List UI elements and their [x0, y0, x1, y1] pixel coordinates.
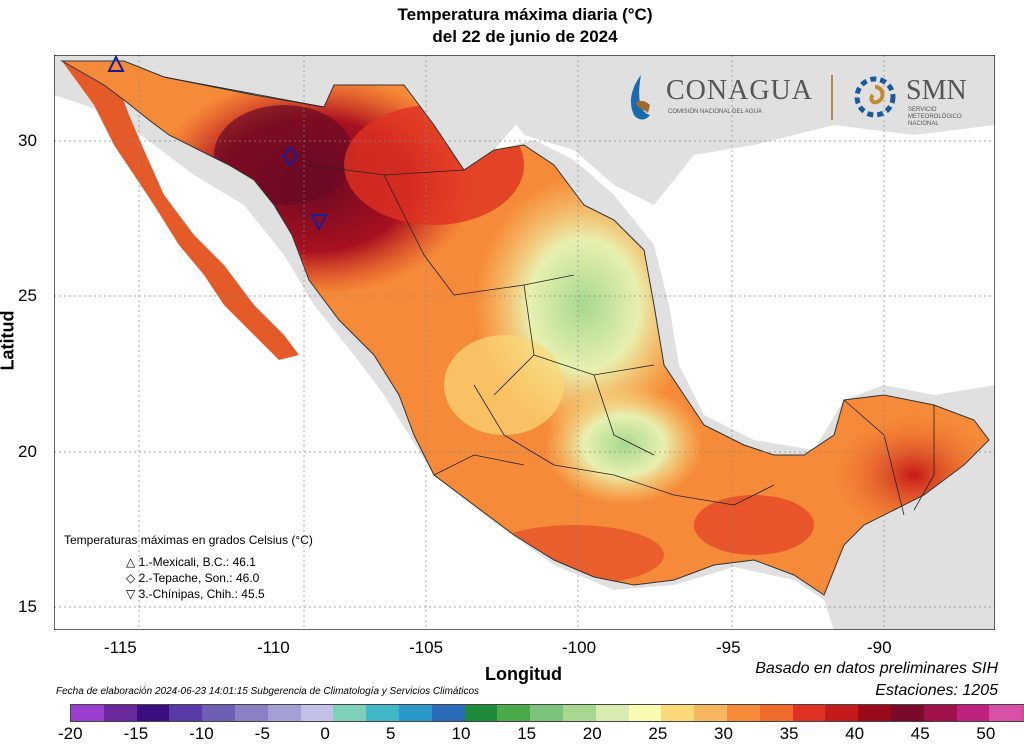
conagua-name: CONAGUA: [666, 75, 813, 106]
y-tick-25: 25: [18, 286, 37, 305]
legend-item-2: ◇ 2.-Tepache, Son.: 46.0: [126, 571, 260, 585]
color-swatch: [1022, 705, 1024, 721]
legend-title: Temperaturas máximas en grados Celsius (…: [64, 533, 313, 547]
map-panel: CONAGUA COMISIÓN NACIONAL DEL AGUA SMN S…: [53, 54, 996, 631]
color-scale-label: 25: [648, 724, 668, 743]
station-legend: Temperaturas máximas en grados Celsius (…: [64, 533, 313, 601]
state-boundaries: [163, 76, 935, 516]
color-scale-label: -15: [123, 724, 149, 743]
color-scale-label: 0: [320, 724, 330, 743]
diamond-icon: ◇: [126, 571, 136, 585]
color-swatch: [530, 705, 563, 721]
color-scale-label: 40: [845, 724, 865, 743]
color-swatch: [726, 705, 760, 721]
x-tick-105: -105: [409, 638, 444, 657]
color-swatch: [202, 705, 235, 721]
color-swatch: [661, 705, 695, 721]
color-swatch: [923, 705, 957, 721]
marker-tepache: [281, 145, 299, 167]
agency-logos: CONAGUA COMISIÓN NACIONAL DEL AGUA SMN S…: [626, 69, 986, 129]
x-tick-90: -90: [867, 638, 892, 657]
color-scale-label: 35: [779, 724, 799, 743]
color-scale-label: 50: [976, 724, 996, 743]
marker-mexicali: [107, 54, 125, 72]
x-tick-100: -100: [562, 638, 597, 657]
color-scale-label: 5: [386, 724, 396, 743]
basis-note: Basado en datos preliminares SIH: [755, 660, 998, 677]
y-tick-30: 30: [18, 131, 37, 150]
color-swatch: [333, 705, 367, 721]
color-swatch: [366, 705, 399, 721]
color-swatch: [956, 705, 990, 721]
color-swatch: [825, 705, 859, 721]
stations-count: Estaciones: 1205: [875, 682, 998, 699]
legend-item-1: △ 1.-Mexicali, B.C.: 46.1: [126, 555, 256, 569]
color-scale-label: 10: [451, 724, 471, 743]
x-tick-115: -115: [104, 638, 137, 657]
conagua-logo-icon: [630, 75, 650, 120]
color-swatch: [136, 705, 170, 721]
color-swatch: [267, 705, 301, 721]
smn-logo-icon: [854, 76, 896, 118]
marker-chinipas: [310, 214, 328, 232]
triangle-down-icon: ▽: [126, 587, 136, 601]
color-swatch: [989, 705, 1023, 721]
title-line-2: del 22 de junio de 2024: [432, 27, 618, 46]
x-tick-95: -95: [716, 638, 741, 657]
color-scale-label: 20: [582, 724, 602, 743]
color-scale-bar: [70, 704, 1024, 722]
color-swatch: [628, 705, 662, 721]
y-tick-15: 15: [18, 597, 37, 616]
legend-item-3: ▽ 3.-Chínipas, Chih.: 45.5: [126, 587, 265, 601]
triangle-up-icon: △: [126, 555, 136, 569]
color-scale-label: -5: [254, 724, 270, 743]
color-scale-label: -10: [189, 724, 214, 743]
color-scale-label: 30: [714, 724, 733, 743]
color-swatch: [300, 705, 334, 721]
color-swatch: [71, 705, 104, 721]
color-swatch: [464, 705, 498, 721]
color-swatch: [234, 705, 268, 721]
lat-lon-grid: [54, 55, 995, 630]
title-line-1: Temperatura máxima diaria (°C): [397, 5, 653, 24]
temperature-map: [53, 54, 996, 631]
color-swatch: [398, 705, 432, 721]
color-swatch: [431, 705, 465, 721]
conagua-sub: COMISIÓN NACIONAL DEL AGUA: [668, 109, 762, 115]
color-scale-label: 15: [517, 724, 537, 743]
chart-title: Temperatura máxima diaria (°C) del 22 de…: [0, 4, 1024, 48]
creation-date: Fecha de elaboración 2024-06-23 14:01:15…: [56, 686, 480, 697]
color-swatch: [562, 705, 596, 721]
color-swatch: [103, 705, 137, 721]
color-swatch: [858, 705, 891, 721]
color-swatch: [595, 705, 629, 721]
smn-sub: SERVICIO METEOROLÓGICO NACIONAL: [908, 107, 962, 127]
color-swatch: [497, 705, 531, 721]
color-scale-label: 45: [910, 724, 930, 743]
y-axis-label: Latitud: [0, 310, 18, 371]
color-swatch: [792, 705, 826, 721]
x-axis-label: Longitud: [485, 664, 562, 684]
color-swatch: [694, 705, 727, 721]
color-swatch: [169, 705, 203, 721]
y-tick-20: 20: [18, 442, 37, 461]
color-swatch: [759, 705, 793, 721]
x-tick-110: -110: [257, 638, 290, 657]
color-scale-label: -20: [58, 724, 83, 743]
logo-divider: [831, 75, 833, 120]
smn-name: SMN: [906, 75, 967, 106]
color-swatch: [890, 705, 924, 721]
